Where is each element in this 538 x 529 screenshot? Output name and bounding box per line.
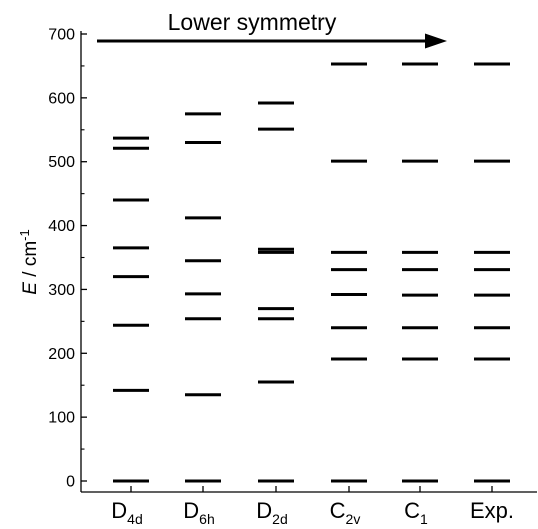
category-label: Exp. (470, 498, 514, 523)
y-tick-label: 700 (48, 27, 75, 44)
category-label: C1 (404, 498, 428, 527)
y-tick-label: 100 (48, 410, 75, 427)
y-tick-label: 0 (66, 474, 75, 491)
y-axis-label: E / cm-1 (17, 229, 41, 294)
y-axis-label-symbol: E (20, 282, 41, 295)
category-label: C2v (330, 498, 361, 527)
y-axis-label-exponent: -1 (17, 229, 32, 241)
y-tick-label: 600 (48, 90, 75, 107)
y-tick-label: 500 (48, 154, 75, 171)
category-label: D2d (256, 498, 287, 527)
category-label: D4d (111, 498, 142, 527)
y-axis-label-unit: / cm (20, 241, 41, 282)
y-tick-label: 200 (48, 346, 75, 363)
y-tick-label: 300 (48, 282, 75, 299)
category-label: D6h (183, 498, 214, 527)
y-ticks: 0 100 200 300 400 500 600 700 (48, 27, 87, 491)
energy-levels (113, 62, 510, 492)
chart-title: Lower symmetry (168, 9, 337, 35)
y-tick-label: 400 (48, 218, 75, 235)
x-categories: D4d D6h D2d C2v C1 Exp. (111, 498, 514, 527)
symmetry-arrow-head (425, 33, 447, 49)
